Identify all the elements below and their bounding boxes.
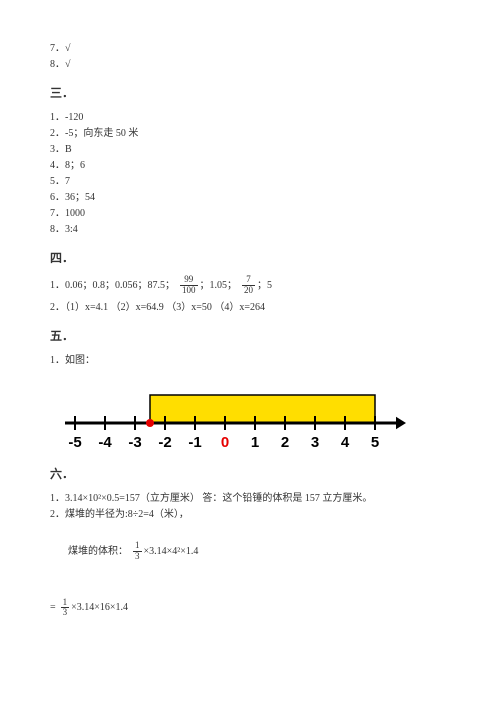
svg-text:-2: -2 [158,434,171,448]
fraction-7-20: 7 20 [242,275,255,296]
s6-vol2: = 1 3 ×3.14×16×1.4 [50,598,450,619]
section-6-title: 六． [50,465,450,483]
spacer [50,580,450,594]
vol-label: 煤堆的体积： [68,544,128,559]
page: 7．√ 8．√ 三． 1．-120 2．-5；向东走 50 米 3．B 4．8；… [0,0,500,707]
fraction-1-3-b: 1 3 [61,598,70,619]
section-3-title: 三． [50,84,450,102]
s4-q1-prefix: 1．0.06；0.8；0.056；87.5； [50,278,175,293]
vol-expr2: ×3.14×16×1.4 [71,600,128,615]
number-line-diagram: -5 -4 -3 -2 -1 0 1 2 3 4 5 [50,378,450,453]
s4-q1-mid: ；1.05； [200,278,238,293]
svg-text:5: 5 [371,434,379,448]
answer-7: 7．√ [50,41,450,56]
section-4-title: 四． [50,249,450,267]
s3-l6: 6．36；54 [50,190,450,205]
svg-text:0: 0 [221,434,229,448]
s3-l3: 3．B [50,142,450,157]
number-line-svg: -5 -4 -3 -2 -1 0 1 2 3 4 5 [50,378,430,448]
svg-text:-1: -1 [188,434,201,448]
svg-text:-3: -3 [128,434,141,448]
spacer [50,566,450,580]
s6-l2: 2．煤堆的半径为:8÷2=4（米）， [50,507,450,522]
s4-q1-suffix: ；5 [257,278,272,293]
svg-text:-5: -5 [68,434,81,448]
answer-8: 8．√ [50,57,450,72]
spacer [50,523,450,537]
vol-expr1: ×3.14×4²×1.4 [144,544,199,559]
svg-text:1: 1 [251,434,259,448]
s4-q1: 1．0.06；0.8；0.056；87.5； 99 100 ；1.05； 7 2… [50,275,450,296]
s3-l8: 8．3:4 [50,222,450,237]
s3-l4: 4．8；6 [50,158,450,173]
s6-l1: 1．3.14×10²×0.5=157（立方厘米） 答：这个铅锤的体积是 157 … [50,491,450,506]
s4-q2: 2．（1）x=4.1 （2）x=64.9 （3）x=50 （4）x=264 [50,300,450,315]
s3-l2: 2．-5；向东走 50 米 [50,126,450,141]
svg-text:4: 4 [341,434,350,448]
fraction-1-3-a: 1 3 [133,541,142,562]
s5-l1: 1．如图： [50,353,450,368]
svg-text:3: 3 [311,434,319,448]
s3-l7: 7．1000 [50,206,450,221]
svg-text:-4: -4 [98,434,112,448]
eq-sign: = [50,600,56,615]
s6-vol1: 煤堆的体积： 1 3 ×3.14×4²×1.4 [68,541,450,562]
fraction-99-100: 99 100 [180,275,198,296]
s3-l5: 5．7 [50,174,450,189]
s3-l1: 1．-120 [50,110,450,125]
section-5-title: 五． [50,327,450,345]
svg-text:2: 2 [281,434,289,448]
